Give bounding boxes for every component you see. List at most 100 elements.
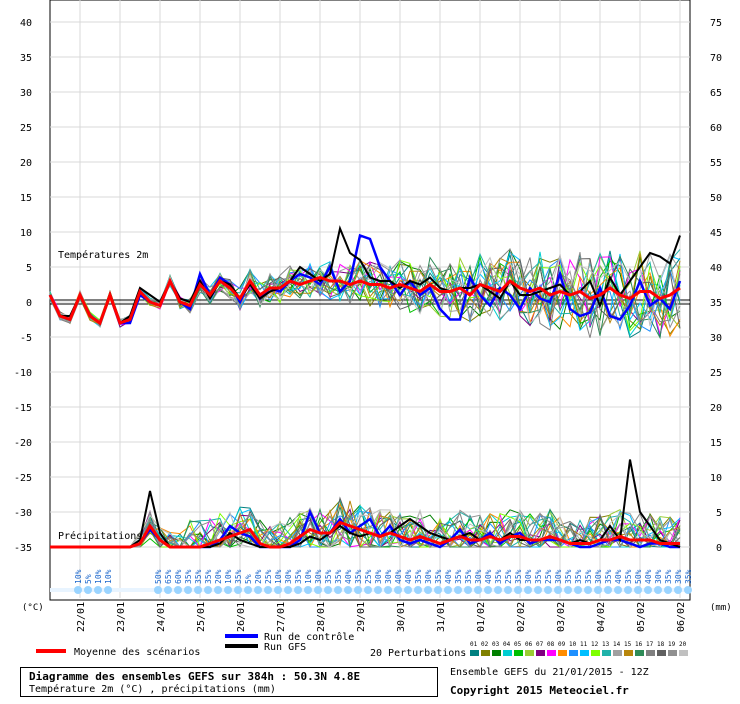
temp-line-mean <box>48 275 681 326</box>
perturbation-id: 05 <box>514 641 522 648</box>
precip-prob-marker <box>604 586 612 594</box>
perturbation-id: 06 <box>525 641 533 648</box>
precip-prob-marker <box>644 586 652 594</box>
left-tick-label: -30 <box>14 508 32 519</box>
precip-prob-marker <box>354 586 362 594</box>
right-tick-label: 70 <box>710 53 722 64</box>
perturbation-swatch <box>481 650 490 656</box>
precip-prob-marker <box>594 586 602 594</box>
perturbation-swatch <box>547 650 556 656</box>
precip-prob-label: 40% <box>344 569 353 584</box>
precip-prob-marker <box>324 586 332 594</box>
left-tick-label: -20 <box>14 438 32 449</box>
right-tick-label: 40 <box>710 263 722 274</box>
precip-prob-label: 40% <box>484 569 493 584</box>
precip-line-gfs <box>50 459 681 548</box>
precip-prob-label: 35% <box>604 569 613 584</box>
precip-prob-label: 35% <box>434 569 443 584</box>
precip-prob-label: 25% <box>364 569 373 584</box>
precip-prob-marker <box>274 586 282 594</box>
perturbation-swatch <box>668 650 677 656</box>
precip-prob-label: 30% <box>474 569 483 584</box>
right-tick-label: 60 <box>710 123 722 134</box>
left-tick-label: -15 <box>14 403 32 414</box>
x-tick-label: 22/01 <box>76 602 87 632</box>
precip-prob-marker <box>394 586 402 594</box>
perturbation-swatch <box>569 650 578 656</box>
perturbation-id: 15 <box>624 641 632 648</box>
x-tick-label: 30/01 <box>396 602 407 632</box>
perturbation-id: 13 <box>602 641 610 648</box>
left-tick-label: 5 <box>26 263 32 274</box>
x-tick-label: 03/02 <box>556 602 567 632</box>
precip-prob-marker <box>264 586 272 594</box>
x-tick-label: 27/01 <box>276 602 287 632</box>
precip-prob-label: 50% <box>154 569 163 584</box>
precip-prob-marker <box>364 586 372 594</box>
precip-prob-marker <box>84 586 92 594</box>
precip-prob-label: 35% <box>664 569 673 584</box>
precip-prob-marker <box>204 586 212 594</box>
precip-prob-label: 25% <box>264 569 273 584</box>
precip-prob-label: 35% <box>184 569 193 584</box>
precip-prob-marker <box>334 586 342 594</box>
precip-prob-marker <box>314 586 322 594</box>
legend-perturbations-label: 20 Perturbations <box>370 648 466 659</box>
right-tick-label: 20 <box>710 403 722 414</box>
left-tick-label: 30 <box>20 88 32 99</box>
precip-prob-label: 60% <box>174 569 183 584</box>
precip-prob-label: 10% <box>74 569 83 584</box>
x-tick-label: 28/01 <box>316 602 327 632</box>
left-tick-label: 10 <box>20 228 32 239</box>
precip-prob-label: 35% <box>494 569 503 584</box>
precip-prob-label: 35% <box>564 569 573 584</box>
precip-prob-marker <box>294 586 302 594</box>
precip-prob-label: 35% <box>334 569 343 584</box>
perturbation-swatch <box>503 650 512 656</box>
precip-prob-marker <box>224 586 232 594</box>
left-tick-label: -25 <box>14 473 32 484</box>
run-info: Ensemble GEFS du 21/01/2015 - 12Z <box>450 667 649 678</box>
precip-prob-label: 35% <box>584 569 593 584</box>
precip-prob-label: 35% <box>624 569 633 584</box>
precip-prob-label: 35% <box>354 569 363 584</box>
precip-prob-label: 35% <box>464 569 473 584</box>
precip-prob-marker <box>244 586 252 594</box>
precip-prob-marker <box>94 586 102 594</box>
x-axis-labels: 22/01 23/01 24/01 25/01 26/01 27/01 28/01 29/01… <box>76 602 687 632</box>
left-tick-label: 35 <box>20 53 32 64</box>
legend-control-label: Run de contrôle <box>264 631 354 643</box>
x-tick-label: 23/01 <box>116 602 127 632</box>
precip-prob-marker <box>534 586 542 594</box>
perturbation-id: 01 <box>470 641 478 648</box>
perturbation-swatch <box>514 650 523 656</box>
right-tick-label: 75 <box>710 18 722 29</box>
perturbation-swatch <box>580 650 589 656</box>
right-tick-label: 45 <box>710 228 722 239</box>
left-tick-label: 25 <box>20 123 32 134</box>
perturbation-swatch <box>635 650 644 656</box>
legend-mean-label: Moyenne des scénarios <box>74 646 200 658</box>
precip-prob-marker <box>184 586 192 594</box>
copyright: Copyright 2015 Meteociel.fr <box>450 684 629 697</box>
legend-gfs-label: Run GFS <box>264 642 306 653</box>
precip-prob-label: 10% <box>224 569 233 584</box>
precip-prob-label: 10% <box>274 569 283 584</box>
perturbation-id: 03 <box>492 641 500 648</box>
precip-prob-label: 35% <box>204 569 213 584</box>
precip-prob-label: 20% <box>214 569 223 584</box>
left-tick-label: -5 <box>20 333 32 344</box>
perturbation-id: 20 <box>679 641 687 648</box>
x-tick-label: 02/02 <box>516 602 527 632</box>
precip-prob-label: 35% <box>234 569 243 584</box>
perturbation-id: 11 <box>580 641 588 648</box>
precip-prob-marker <box>374 586 382 594</box>
main-series-lines <box>48 225 682 549</box>
footer-title-box: Diagramme des ensembles GEFS sur 384h : … <box>20 667 438 697</box>
precip-prob-marker <box>454 586 462 594</box>
perturbation-swatch <box>558 650 567 656</box>
left-tick-label: 0 <box>26 298 32 309</box>
perturbation-id: 18 <box>657 641 665 648</box>
precip-prob-marker <box>554 586 562 594</box>
